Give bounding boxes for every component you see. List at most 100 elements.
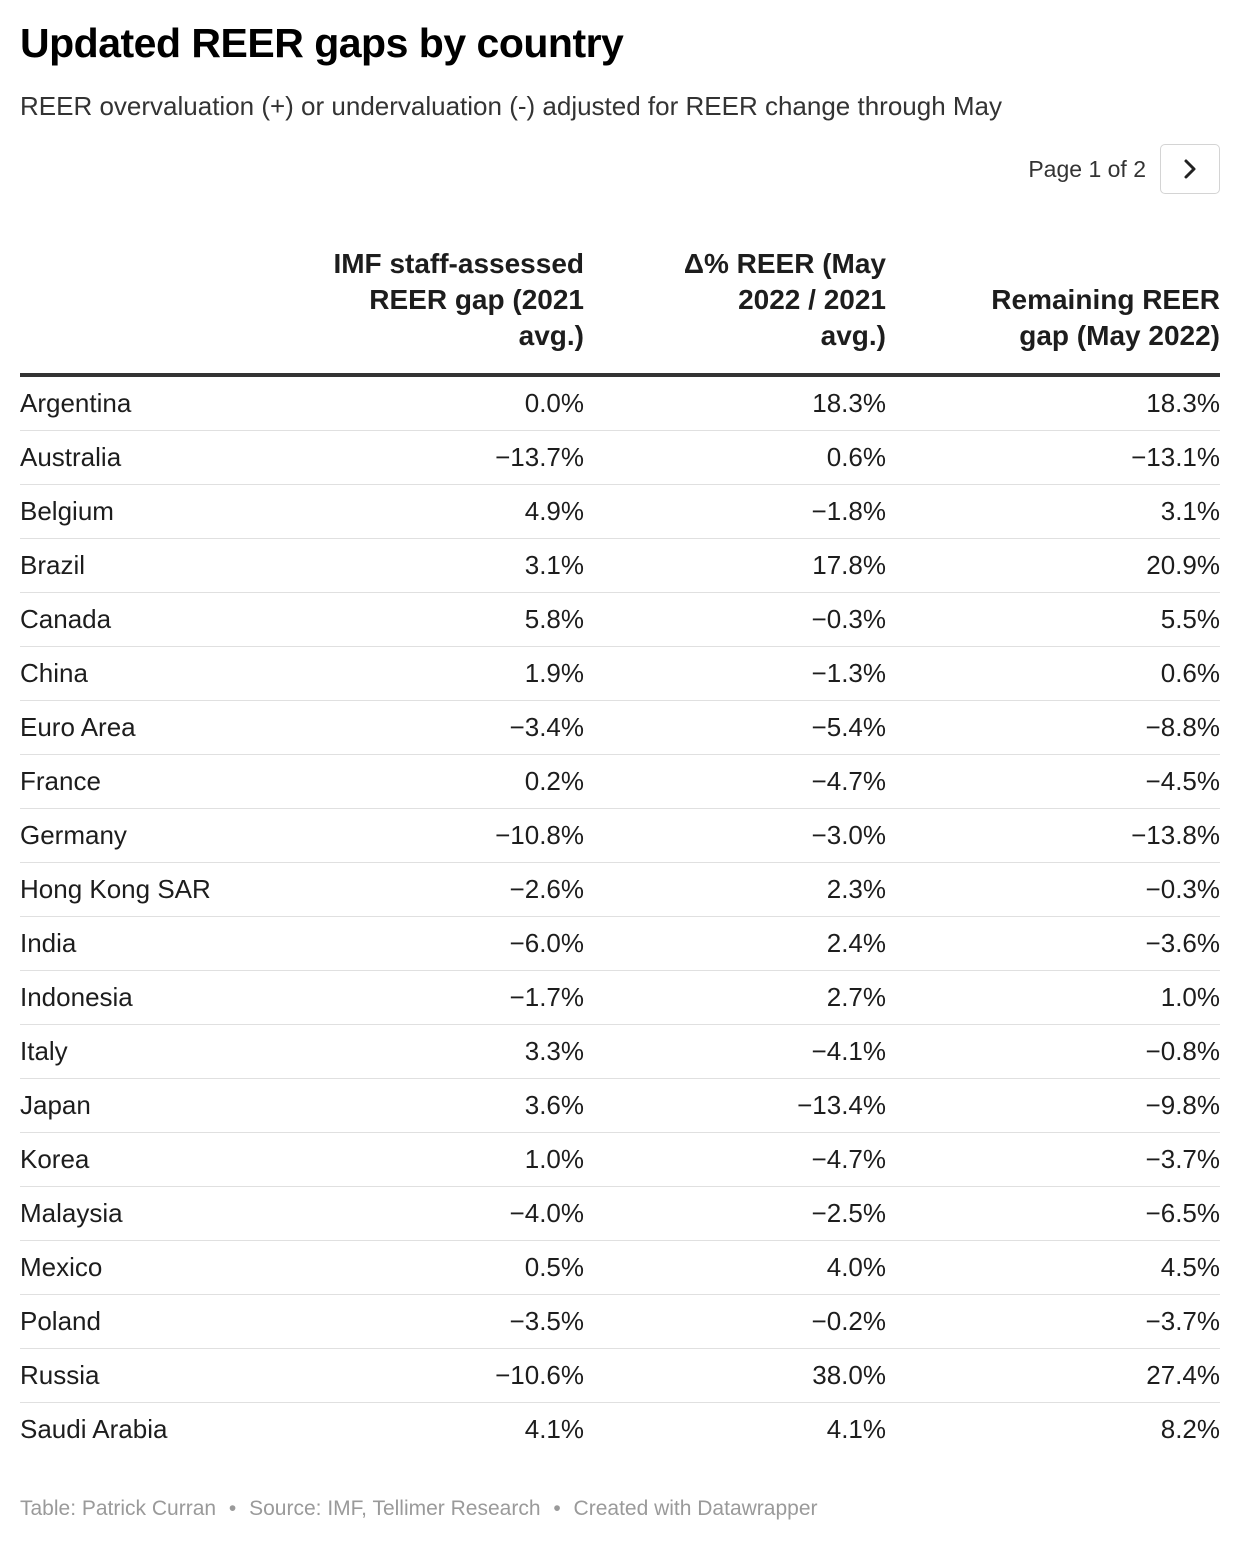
table-row: Hong Kong SAR −2.6% 2.3% −0.3%: [20, 862, 1220, 917]
cell-country: Poland: [20, 1294, 284, 1349]
cell-country: Euro Area: [20, 700, 284, 755]
cell-reer-change: −1.3%: [584, 646, 886, 701]
cell-country: Russia: [20, 1348, 284, 1403]
reer-gap-table: IMF staff-assessed REER gap (2021 avg.) …: [20, 246, 1220, 1456]
cell-country: Malaysia: [20, 1186, 284, 1241]
column-header-imf-gap-label: IMF staff-assessed REER gap (2021 avg.): [333, 248, 584, 351]
cell-remaining-gap: −0.3%: [886, 862, 1220, 917]
table-credit: Table: Patrick Curran: [20, 1497, 217, 1520]
cell-remaining-gap: 18.3%: [886, 375, 1220, 431]
cell-imf-gap: 3.1%: [284, 538, 584, 593]
chevron-right-icon: [1181, 158, 1199, 180]
table-row: Euro Area −3.4% −5.4% −8.8%: [20, 700, 1220, 755]
cell-country: Canada: [20, 592, 284, 647]
cell-imf-gap: −3.4%: [284, 700, 584, 755]
chart-subtitle: REER overvaluation (+) or undervaluation…: [20, 91, 1002, 121]
cell-country: Hong Kong SAR: [20, 862, 284, 917]
cell-imf-gap: 4.9%: [284, 484, 584, 539]
source-note: Source: IMF, Tellimer Research: [249, 1497, 541, 1520]
page-indicator: Page 1 of 2: [1028, 155, 1146, 182]
table-row: Argentina 0.0% 18.3% 18.3%: [20, 375, 1220, 431]
cell-imf-gap: 0.0%: [284, 375, 584, 431]
cell-reer-change: 4.0%: [584, 1240, 886, 1295]
next-page-button[interactable]: [1160, 144, 1220, 194]
table-row: Malaysia −4.0% −2.5% −6.5%: [20, 1186, 1220, 1241]
cell-reer-change: 2.4%: [584, 916, 886, 971]
cell-imf-gap: 3.6%: [284, 1078, 584, 1133]
chart-title: Updated REER gaps by country: [20, 20, 624, 66]
cell-reer-change: −3.0%: [584, 808, 886, 863]
cell-imf-gap: −13.7%: [284, 430, 584, 485]
cell-remaining-gap: −8.8%: [886, 700, 1220, 755]
table-row: Brazil 3.1% 17.8% 20.9%: [20, 538, 1220, 593]
cell-imf-gap: −3.5%: [284, 1294, 584, 1349]
cell-country: Italy: [20, 1024, 284, 1079]
cell-remaining-gap: −9.8%: [886, 1078, 1220, 1133]
cell-imf-gap: −10.8%: [284, 808, 584, 863]
cell-imf-gap: 0.5%: [284, 1240, 584, 1295]
table-row: Canada 5.8% −0.3% 5.5%: [20, 592, 1220, 647]
footer-separator: •: [553, 1497, 561, 1520]
cell-reer-change: 4.1%: [826, 1414, 886, 1444]
table-row: Indonesia −1.7% 2.7% 1.0%: [20, 970, 1220, 1025]
cell-imf-gap: 5.8%: [284, 592, 584, 647]
cell-reer-change: −5.4%: [584, 700, 886, 755]
cell-imf-gap: −10.6%: [284, 1348, 584, 1403]
cell-imf-gap: −1.7%: [284, 970, 584, 1025]
cell-remaining-gap: −3.7%: [886, 1294, 1220, 1349]
cell-reer-change: −13.4%: [584, 1078, 886, 1133]
table-row: Poland −3.5% −0.2% −3.7%: [20, 1294, 1220, 1349]
cell-remaining-gap: 3.1%: [886, 484, 1220, 539]
cell-country: Brazil: [20, 538, 284, 593]
cell-remaining-gap: 20.9%: [886, 538, 1220, 593]
table-body: Argentina 0.0% 18.3% 18.3% Australia −13.7% 0.…: [20, 375, 1220, 1456]
cell-reer-change: −4.1%: [584, 1024, 886, 1079]
cell-imf-gap: 1.0%: [284, 1132, 584, 1187]
footer-separator: •: [228, 1497, 237, 1520]
cell-reer-change: −0.3%: [584, 592, 886, 647]
table-row: Germany −10.8% −3.0% −13.8%: [20, 808, 1220, 863]
cell-country: Argentina: [20, 375, 284, 431]
cell-remaining-gap: 8.2%: [1160, 1414, 1220, 1444]
cell-imf-gap: −2.6%: [284, 862, 584, 917]
cell-reer-change: 18.3%: [584, 375, 886, 431]
table-row: China 1.9% −1.3% 0.6%: [20, 646, 1220, 701]
table-row: Mexico 0.5% 4.0% 4.5%: [20, 1240, 1220, 1295]
cell-remaining-gap: −0.8%: [886, 1024, 1220, 1079]
cell-remaining-gap: −4.5%: [886, 754, 1220, 809]
table-row: Saudi Arabia 4.1% 4.1% 8.2%: [20, 1403, 1220, 1457]
created-with-link[interactable]: Created with Datawrapper: [573, 1497, 818, 1520]
cell-country: Korea: [20, 1132, 284, 1187]
cell-remaining-gap: 5.5%: [886, 592, 1220, 647]
cell-remaining-gap: −13.1%: [886, 430, 1220, 485]
cell-remaining-gap: 1.0%: [886, 970, 1220, 1025]
table-row: Italy 3.3% −4.1% −0.8%: [20, 1024, 1220, 1079]
cell-country: France: [20, 754, 284, 809]
cell-reer-change: 38.0%: [584, 1348, 886, 1403]
cell-reer-change: 0.6%: [584, 430, 886, 485]
cell-remaining-gap: 0.6%: [886, 646, 1220, 701]
cell-imf-gap: 0.2%: [284, 754, 584, 809]
cell-reer-change: −0.2%: [584, 1294, 886, 1349]
cell-imf-gap: −4.0%: [284, 1186, 584, 1241]
cell-remaining-gap: −13.8%: [886, 808, 1220, 863]
cell-country: Belgium: [20, 484, 284, 539]
column-header-reer-change-label: Δ% REER (May 2022 / 2021 avg.): [683, 248, 886, 351]
column-header-imf-gap[interactable]: IMF staff-assessed REER gap (2021 avg.): [284, 246, 584, 377]
cell-imf-gap: 4.1%: [524, 1414, 584, 1444]
table-row: Japan 3.6% −13.4% −9.8%: [20, 1078, 1220, 1133]
cell-reer-change: −4.7%: [584, 754, 886, 809]
column-header-country[interactable]: [20, 246, 284, 377]
cell-remaining-gap: 27.4%: [886, 1348, 1220, 1403]
cell-country: China: [20, 646, 284, 701]
cell-country: Japan: [20, 1078, 284, 1133]
table-header-row: IMF staff-assessed REER gap (2021 avg.) …: [20, 246, 1220, 377]
chart-footer: Table: Patrick Curran • Source: IMF, Tel…: [20, 1497, 818, 1521]
cell-remaining-gap: −6.5%: [886, 1186, 1220, 1241]
table-row: France 0.2% −4.7% −4.5%: [20, 754, 1220, 809]
cell-remaining-gap: 4.5%: [886, 1240, 1220, 1295]
cell-remaining-gap: −3.6%: [886, 916, 1220, 971]
column-header-reer-change[interactable]: Δ% REER (May 2022 / 2021 avg.): [584, 246, 886, 377]
column-header-remaining-gap[interactable]: Remaining REER gap (May 2022): [886, 246, 1220, 377]
cell-reer-change: −4.7%: [584, 1132, 886, 1187]
